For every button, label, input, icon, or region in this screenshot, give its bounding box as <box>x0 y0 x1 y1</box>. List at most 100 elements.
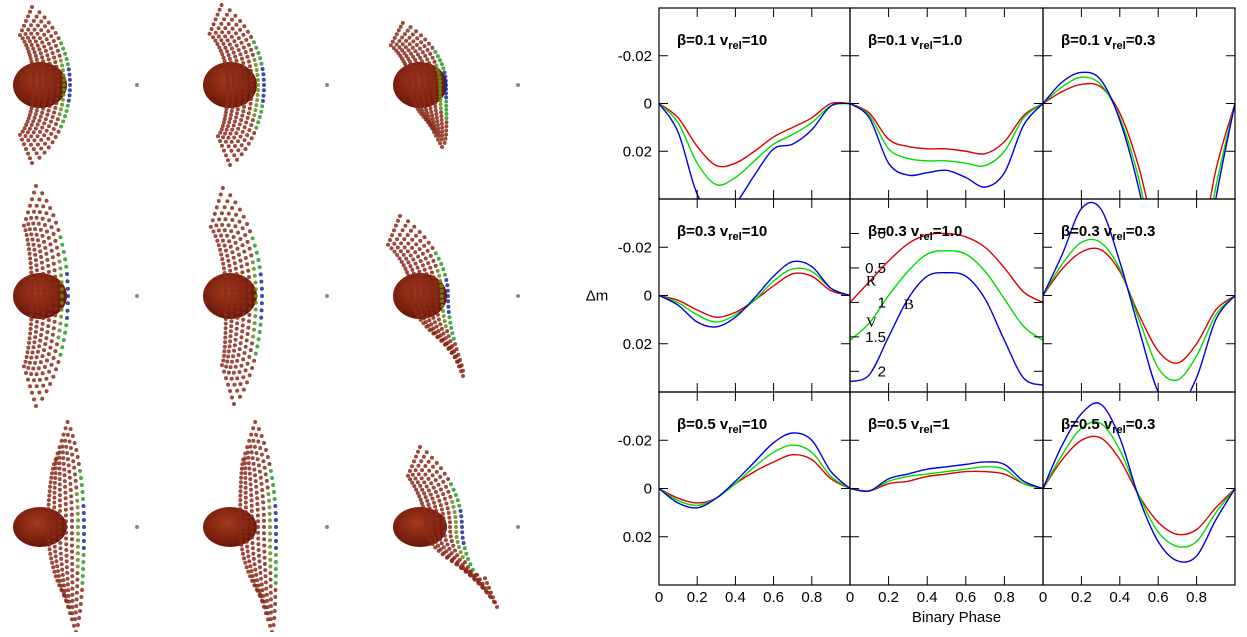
particle <box>394 48 399 53</box>
particle <box>47 300 52 304</box>
particle <box>420 83 424 87</box>
particle <box>26 138 31 143</box>
particle <box>223 45 228 50</box>
particle <box>401 252 406 257</box>
particle <box>20 129 25 134</box>
particle <box>247 319 251 324</box>
particle <box>433 108 438 113</box>
particle <box>431 532 435 537</box>
particle <box>63 496 68 501</box>
particle <box>439 326 444 331</box>
particle <box>222 369 226 374</box>
particle <box>397 45 402 50</box>
particle <box>420 59 424 64</box>
particle <box>489 590 493 595</box>
particle <box>443 538 448 543</box>
particle <box>31 221 36 226</box>
particle <box>220 143 224 148</box>
y-tick-label: 0 <box>644 96 652 113</box>
particle <box>52 525 56 529</box>
particle <box>31 242 36 247</box>
particle <box>444 83 448 87</box>
particle <box>232 343 237 348</box>
particle <box>224 294 228 298</box>
particle <box>43 245 48 250</box>
particle <box>216 243 221 248</box>
particle <box>54 220 58 225</box>
particle <box>244 525 248 529</box>
particle <box>81 539 86 543</box>
particle <box>218 130 223 135</box>
particle <box>66 463 71 468</box>
particle <box>256 258 261 262</box>
particle <box>433 478 438 483</box>
particle <box>22 23 26 28</box>
particle <box>26 14 30 19</box>
particle <box>59 314 64 319</box>
curve <box>850 470 1043 492</box>
particle <box>408 264 413 269</box>
particle <box>242 24 247 29</box>
particle <box>238 529 243 534</box>
particle <box>425 57 430 62</box>
particle <box>40 371 45 376</box>
particle <box>36 101 41 106</box>
particle <box>421 507 426 512</box>
particle <box>70 555 75 560</box>
particle <box>249 569 254 574</box>
particle <box>44 83 48 87</box>
particle <box>42 98 47 103</box>
particle <box>65 420 70 424</box>
particle <box>395 253 400 257</box>
particle <box>454 530 459 534</box>
particle <box>42 294 46 298</box>
particle <box>33 53 38 58</box>
particle <box>46 498 51 503</box>
particle <box>418 483 423 488</box>
particle <box>259 286 264 291</box>
particle <box>35 304 40 309</box>
particle <box>232 39 237 44</box>
particle <box>253 444 257 449</box>
particle <box>248 444 253 449</box>
particle <box>249 92 254 97</box>
particle <box>47 61 52 66</box>
particle <box>58 530 62 535</box>
particle <box>234 326 239 331</box>
particle <box>223 110 228 115</box>
particle <box>451 336 456 341</box>
particle <box>40 354 45 359</box>
particle <box>447 546 452 551</box>
particle <box>426 240 431 245</box>
particle <box>81 567 86 571</box>
particle <box>30 197 34 202</box>
particle <box>440 507 444 512</box>
particle <box>55 87 60 92</box>
particle <box>468 569 472 574</box>
particle <box>410 237 415 242</box>
particle <box>409 290 414 295</box>
particle <box>26 27 31 32</box>
particle <box>46 57 51 62</box>
particle <box>250 118 255 123</box>
particle <box>419 40 424 45</box>
particle <box>253 479 258 484</box>
particle <box>438 90 443 95</box>
particle <box>430 496 435 501</box>
particle <box>31 209 36 214</box>
particle <box>37 118 42 123</box>
particle <box>234 131 239 136</box>
particle <box>222 243 227 248</box>
particle <box>32 27 37 32</box>
particle <box>440 304 445 308</box>
particle <box>455 553 460 558</box>
particle <box>255 73 260 77</box>
particle <box>437 133 442 138</box>
particle <box>42 63 46 68</box>
particle <box>220 186 225 190</box>
particle <box>225 96 230 101</box>
particle <box>58 514 62 519</box>
particle <box>211 22 216 27</box>
particle <box>254 451 259 456</box>
